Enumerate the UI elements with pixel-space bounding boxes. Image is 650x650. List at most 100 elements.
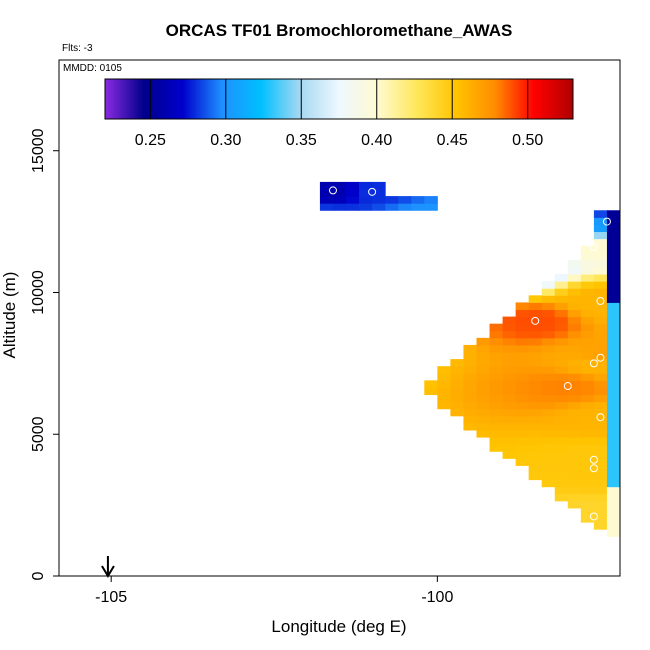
heatmap-cell xyxy=(567,316,582,325)
heatmap-cell xyxy=(567,444,582,452)
heatmap-cell xyxy=(606,394,621,403)
heatmap-cell xyxy=(554,465,569,474)
heatmap-cell xyxy=(554,352,569,360)
heatmap-cell xyxy=(541,458,556,466)
heatmap-cell xyxy=(567,486,582,495)
heatmap-cell xyxy=(502,429,517,438)
heatmap-cell xyxy=(554,281,569,289)
heatmap-cell xyxy=(593,472,608,481)
heatmap-cell xyxy=(332,189,347,197)
heatmap-cell xyxy=(541,415,556,424)
heatmap-cell xyxy=(489,366,504,374)
heatmap-cell xyxy=(541,479,556,488)
sample-point xyxy=(589,455,598,464)
heatmap-cell xyxy=(515,387,530,396)
heatmap-cell xyxy=(554,337,569,346)
heatmap-cell xyxy=(502,323,517,332)
heatmap-cell xyxy=(372,181,386,190)
heatmap-cell xyxy=(528,380,543,388)
heatmap-cell xyxy=(541,429,556,438)
heatmap-cell xyxy=(528,408,543,417)
heatmap-cell xyxy=(424,380,438,388)
heatmap-cell xyxy=(580,507,595,516)
heatmap-cell xyxy=(593,295,608,303)
heatmap-cell xyxy=(437,394,451,403)
heatmap-cell xyxy=(580,337,595,346)
heatmap-cell xyxy=(489,408,504,417)
heatmap-cell xyxy=(502,401,517,410)
heatmap-cell xyxy=(502,373,517,381)
heatmap-cell xyxy=(554,394,569,403)
heatmap-cell xyxy=(554,401,569,410)
heatmap-cell xyxy=(593,302,608,310)
heatmap-cell xyxy=(502,344,517,353)
sample-point xyxy=(400,217,409,226)
colorbar-tick-label: 0.25 xyxy=(135,132,166,149)
heatmap-cell xyxy=(567,458,582,466)
heatmap-cell xyxy=(593,458,608,466)
heatmap-cell xyxy=(489,394,504,403)
heatmap-cell xyxy=(528,309,543,318)
heatmap-cell xyxy=(528,401,543,410)
heatmap-cell xyxy=(567,274,582,282)
heatmap-cell xyxy=(489,337,504,346)
sample-point xyxy=(302,217,311,226)
heatmap-cell xyxy=(567,465,582,474)
heatmap-cell xyxy=(593,330,608,339)
heatmap-cell xyxy=(372,203,386,211)
heatmap-cell xyxy=(606,451,621,459)
sample-point xyxy=(433,224,442,233)
heatmap-cell xyxy=(541,295,556,303)
heatmap-cell xyxy=(463,373,477,381)
heatmap-cell xyxy=(515,422,530,431)
heatmap-cell xyxy=(606,337,621,346)
heatmap-cell xyxy=(606,486,621,495)
heatmap-cell xyxy=(606,415,621,424)
heatmap-cell xyxy=(606,245,621,254)
heatmap-cell xyxy=(580,330,595,339)
heatmap-cell xyxy=(515,344,530,353)
heatmap-cell xyxy=(606,458,621,466)
heatmap-cell xyxy=(554,359,569,367)
heatmap-cell xyxy=(593,451,608,459)
heatmap-cell xyxy=(554,330,569,339)
heatmap-cell xyxy=(489,387,504,396)
sample-point xyxy=(459,262,468,271)
heatmap-cell xyxy=(541,337,556,346)
heatmap-cell xyxy=(580,302,595,310)
heatmap-cell xyxy=(476,366,491,374)
heatmap-cell xyxy=(554,422,569,431)
heatmap-cell xyxy=(593,408,608,417)
heatmap-cell xyxy=(332,181,347,190)
heatmap-cell xyxy=(411,196,425,204)
heatmap-cell xyxy=(593,479,608,488)
heatmap-cell xyxy=(372,196,386,204)
heatmap-cell xyxy=(554,472,569,481)
heatmap-cell xyxy=(463,401,477,410)
heatmap-cell xyxy=(580,493,595,502)
heatmap-cell xyxy=(515,380,530,388)
colorbar-tick-label: 0.35 xyxy=(286,132,317,149)
heatmap-cell xyxy=(476,408,491,417)
heatmap-cell xyxy=(606,380,621,388)
heatmap-cell xyxy=(515,366,530,374)
heatmap-cell xyxy=(437,387,451,396)
heatmap-cell xyxy=(593,415,608,424)
heatmap-cell xyxy=(580,422,595,431)
heatmap-cell xyxy=(593,352,608,360)
heatmap-cell xyxy=(424,203,438,211)
heatmap-cell xyxy=(593,387,608,396)
heatmap-cell xyxy=(606,373,621,381)
sample-point xyxy=(596,413,605,422)
heatmap-cell xyxy=(580,252,595,261)
sample-point xyxy=(531,316,540,325)
heatmap-cell xyxy=(606,437,621,445)
heatmap-cell xyxy=(476,394,491,403)
heatmap-cell xyxy=(606,522,621,530)
heatmap-cell xyxy=(567,422,582,431)
heatmap-cell xyxy=(541,387,556,396)
heatmap-cell xyxy=(567,288,582,296)
heatmap-cell xyxy=(541,422,556,431)
heatmap-cell xyxy=(463,415,477,424)
heatmap-cell xyxy=(593,224,608,233)
